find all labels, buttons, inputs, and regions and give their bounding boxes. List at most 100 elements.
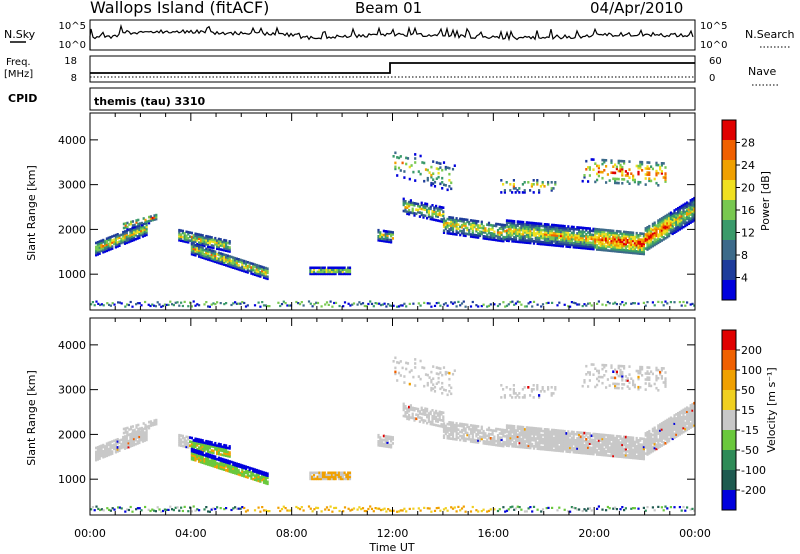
power-cell bbox=[675, 228, 678, 231]
power-cell bbox=[689, 211, 692, 214]
velocity-cell bbox=[442, 430, 446, 433]
power-cell bbox=[507, 221, 510, 225]
power-cell bbox=[567, 225, 570, 228]
velocity-cell bbox=[592, 363, 595, 366]
velocity-cell bbox=[588, 436, 591, 439]
power-cell bbox=[244, 264, 248, 267]
velocity-cell bbox=[541, 447, 545, 451]
power-cell bbox=[567, 229, 570, 232]
power-cell bbox=[451, 167, 455, 171]
power-cell bbox=[192, 238, 195, 241]
velocity-cell bbox=[190, 444, 193, 448]
velocity-cell bbox=[621, 443, 624, 447]
velocity-cell bbox=[686, 412, 689, 415]
power-cell bbox=[646, 244, 649, 247]
power-cell bbox=[264, 274, 267, 278]
power-cell bbox=[155, 215, 158, 219]
power-cell bbox=[525, 221, 528, 224]
power-cell bbox=[136, 235, 139, 238]
power-cell bbox=[684, 204, 687, 208]
power-cell bbox=[621, 159, 624, 163]
velocity-cell bbox=[457, 436, 460, 439]
power-cell bbox=[426, 176, 429, 180]
power-cell bbox=[608, 243, 611, 246]
velocity-cell bbox=[330, 475, 334, 479]
power-cell bbox=[257, 268, 260, 272]
velocity-cell bbox=[644, 434, 647, 437]
power-cell bbox=[623, 178, 626, 181]
power-cell bbox=[637, 182, 640, 186]
power-cell bbox=[493, 224, 496, 227]
power-cell bbox=[203, 238, 206, 242]
velocity-cell bbox=[644, 382, 647, 385]
velocity-cell bbox=[635, 457, 638, 460]
power-cell bbox=[597, 230, 600, 233]
power-cell bbox=[659, 232, 662, 235]
velocity-cell bbox=[655, 443, 658, 447]
velocity-cell bbox=[125, 438, 128, 442]
velocity-cell bbox=[594, 434, 597, 438]
power-cell bbox=[518, 301, 521, 304]
velocity-cell bbox=[348, 477, 352, 481]
velocity-cell bbox=[669, 416, 672, 420]
power-cell bbox=[532, 225, 536, 229]
power-cell bbox=[367, 302, 370, 306]
power-cell bbox=[628, 231, 631, 234]
velocity-cell bbox=[592, 444, 595, 448]
power-cell bbox=[655, 232, 658, 236]
velocity-cell bbox=[332, 475, 335, 479]
power-cell bbox=[309, 272, 312, 276]
power-cell bbox=[235, 257, 238, 261]
power-cell bbox=[601, 176, 604, 180]
power-cell bbox=[505, 233, 509, 236]
velocity-cell bbox=[543, 448, 546, 451]
velocity-cell bbox=[632, 379, 635, 383]
power-cell bbox=[659, 226, 662, 229]
power-cell bbox=[137, 218, 140, 222]
power-cell bbox=[514, 226, 518, 229]
velocity-cell bbox=[621, 379, 624, 382]
velocity-cell bbox=[686, 426, 689, 430]
power-cell bbox=[520, 238, 523, 242]
power-cell bbox=[397, 156, 401, 160]
velocity-cell bbox=[122, 435, 125, 439]
power-cell bbox=[578, 303, 581, 306]
power-cell bbox=[650, 243, 653, 247]
power-cell bbox=[518, 232, 521, 236]
power-cell bbox=[198, 304, 201, 307]
velocity-cell bbox=[312, 471, 316, 475]
velocity-cell bbox=[678, 414, 681, 418]
velocity-cell bbox=[675, 427, 678, 430]
power-cell bbox=[429, 207, 432, 211]
velocity-cell bbox=[196, 442, 199, 445]
power-cell bbox=[587, 239, 590, 242]
power-cell bbox=[95, 245, 98, 249]
power-cell bbox=[486, 223, 489, 226]
power-cell bbox=[100, 245, 103, 249]
power-cell bbox=[642, 301, 646, 304]
velocity-cell bbox=[660, 428, 663, 431]
velocity-cell bbox=[511, 436, 514, 440]
velocity-cell bbox=[502, 432, 505, 436]
power-cell bbox=[96, 253, 99, 256]
velocity-cell bbox=[143, 427, 146, 430]
velocity-cell bbox=[246, 472, 249, 475]
power-cell bbox=[171, 303, 174, 306]
velocity-cell bbox=[468, 433, 471, 437]
power-cell bbox=[339, 268, 343, 272]
velocity-cell bbox=[588, 432, 591, 435]
velocity-cell bbox=[610, 446, 613, 450]
velocity-cell bbox=[201, 455, 204, 458]
power-cell bbox=[201, 256, 204, 259]
velocity-cell bbox=[427, 418, 430, 421]
power-cell bbox=[659, 167, 662, 171]
velocity-cell bbox=[386, 443, 389, 446]
velocity-cell bbox=[684, 429, 687, 433]
power-cell bbox=[522, 222, 525, 226]
power-cell bbox=[651, 232, 654, 236]
velocity-cell bbox=[563, 437, 566, 441]
power-cell bbox=[680, 214, 683, 218]
velocity-cell bbox=[217, 462, 220, 466]
velocity-cell bbox=[190, 451, 193, 455]
power-cell bbox=[343, 268, 346, 272]
